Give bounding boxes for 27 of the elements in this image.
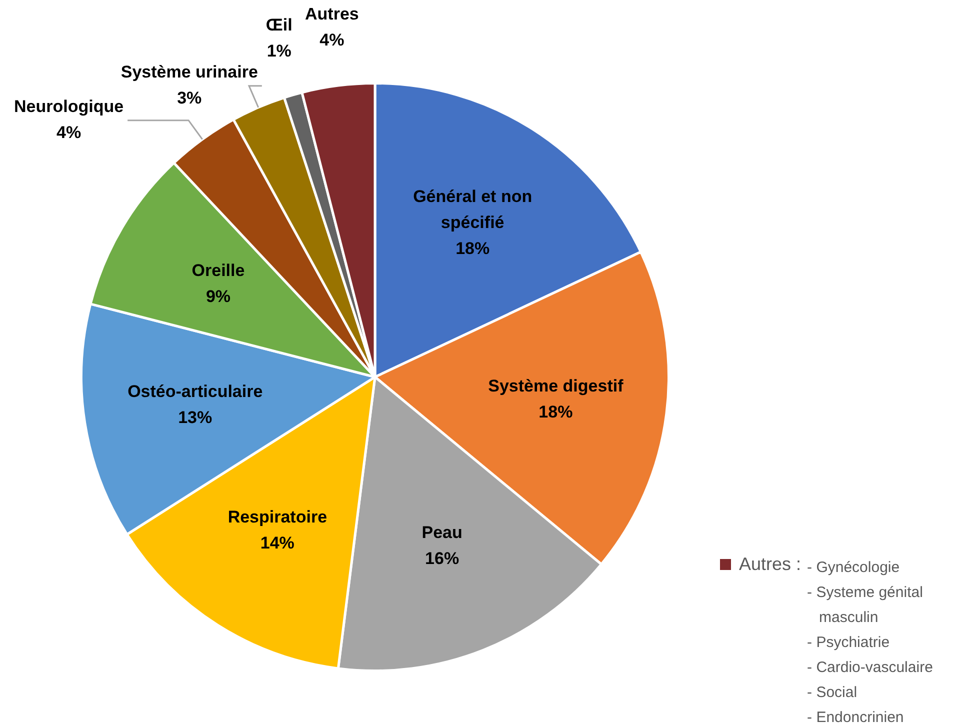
slice-label: Autres (304, 4, 359, 24)
text: - Cardio-vasculaire (807, 658, 934, 678)
slice-label: Ostéo-articulaire (128, 382, 263, 402)
data-label: 1% (266, 42, 292, 61)
data-label: 13% (178, 408, 212, 428)
data-label: 9% (206, 286, 231, 306)
data-label: 3% (177, 88, 202, 108)
slice-label: Général et non spécifié (413, 186, 532, 232)
slice-label: Système urinaire (120, 62, 258, 82)
text: - Systeme génital masculin (807, 583, 924, 628)
slice-label: Oreille (192, 260, 245, 280)
text: - Endoncrinien (807, 708, 905, 724)
text: - Social (807, 683, 858, 703)
slice-label: Peau (422, 523, 462, 542)
data-label: 4% (56, 123, 82, 142)
slice-label: Neurologique (14, 97, 124, 116)
data-label: 18% (538, 402, 573, 422)
slice-label: Œil (266, 16, 292, 35)
data-label: 18% (456, 238, 490, 258)
data-label: 14% (260, 533, 294, 552)
data-label: 4% (320, 30, 344, 50)
text: - Psychiatrie (807, 633, 891, 653)
text: - Gynécologie (807, 558, 901, 578)
slice-label: Système digestif (488, 376, 624, 396)
text: Autres : (739, 554, 802, 575)
data-label: 16% (425, 549, 460, 568)
slice-label: Respiratoire (228, 507, 328, 526)
